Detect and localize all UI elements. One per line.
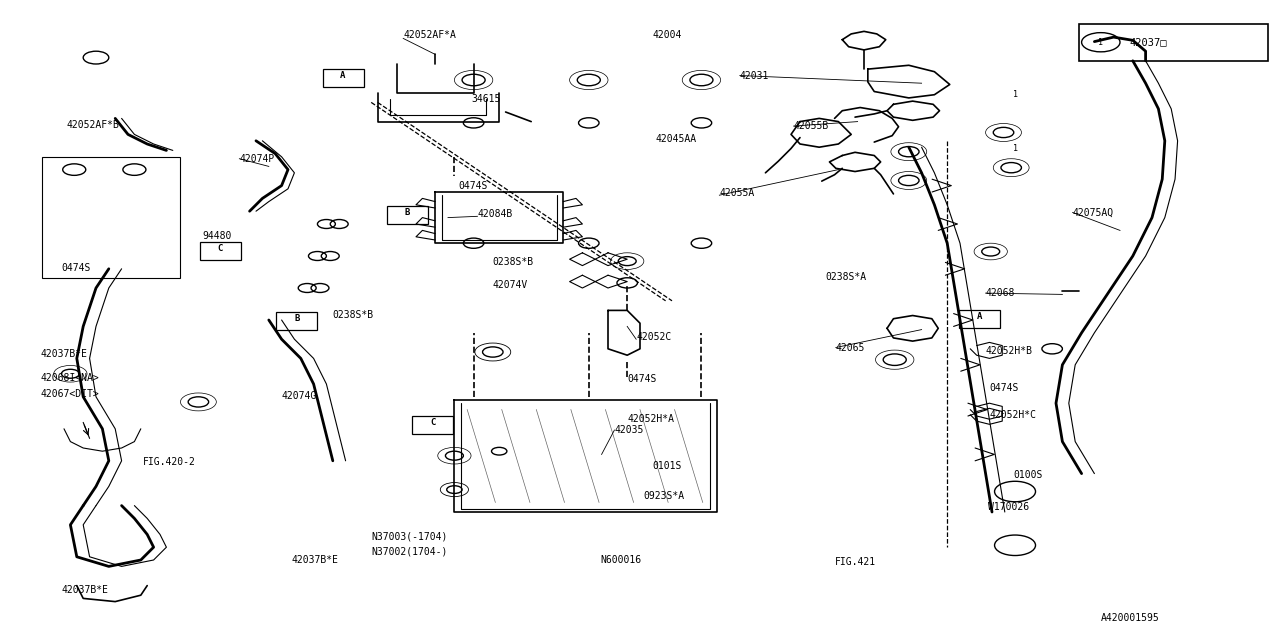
Text: 42052H*B: 42052H*B	[986, 346, 1033, 356]
Text: 0238S*B: 0238S*B	[493, 257, 534, 268]
Text: A: A	[340, 71, 346, 80]
Text: 42004: 42004	[653, 30, 682, 40]
Text: FIG.421: FIG.421	[835, 557, 876, 567]
Text: 94480: 94480	[202, 230, 232, 241]
Text: 0100S: 0100S	[1014, 470, 1043, 480]
Text: 0238S*B: 0238S*B	[333, 310, 374, 320]
Text: 1: 1	[1012, 144, 1018, 153]
Text: 1: 1	[1012, 90, 1018, 99]
Text: 42075AQ: 42075AQ	[1073, 207, 1114, 218]
Text: 42074P: 42074P	[239, 154, 275, 164]
Text: 42067<DIT>: 42067<DIT>	[41, 388, 100, 399]
Bar	[200, 242, 241, 260]
Text: 0923S*A: 0923S*A	[644, 491, 685, 501]
Text: 42068: 42068	[986, 288, 1015, 298]
Text: 42074G: 42074G	[282, 390, 317, 401]
Bar	[1079, 24, 1268, 61]
Text: 42052C: 42052C	[636, 332, 672, 342]
Text: 0474S: 0474S	[61, 262, 91, 273]
Text: N600016: N600016	[600, 555, 641, 565]
Bar	[42, 157, 180, 278]
Text: 42031: 42031	[740, 70, 769, 81]
Text: 0474S: 0474S	[989, 383, 1019, 394]
Text: 42052AF*B: 42052AF*B	[67, 120, 119, 130]
Bar	[959, 310, 1000, 328]
Text: A: A	[977, 312, 982, 321]
Bar	[276, 312, 317, 330]
Text: 34615: 34615	[471, 94, 500, 104]
Text: 42037B*E: 42037B*E	[61, 585, 109, 595]
Bar	[387, 206, 428, 224]
Text: 42052H*A: 42052H*A	[627, 414, 675, 424]
Text: 0101S: 0101S	[653, 461, 682, 471]
Text: 0474S: 0474S	[627, 374, 657, 384]
Text: C: C	[218, 244, 223, 253]
Bar	[323, 69, 364, 87]
Text: 42035: 42035	[614, 425, 644, 435]
Text: N37003(-1704): N37003(-1704)	[371, 531, 448, 541]
Text: 42037□: 42037□	[1129, 37, 1166, 47]
Text: 42055A: 42055A	[719, 188, 755, 198]
Text: W170026: W170026	[988, 502, 1029, 512]
Text: A420001595: A420001595	[1101, 612, 1160, 623]
Text: 42074V: 42074V	[493, 280, 529, 290]
Bar	[412, 416, 453, 434]
Text: 42037B*E: 42037B*E	[41, 349, 88, 359]
Text: 42055B: 42055B	[794, 121, 829, 131]
Text: B: B	[294, 314, 300, 323]
Text: 0238S*A: 0238S*A	[826, 272, 867, 282]
Text: N37002(1704-): N37002(1704-)	[371, 547, 448, 557]
Text: 0474S: 0474S	[458, 180, 488, 191]
Text: 42065: 42065	[836, 342, 865, 353]
Text: 1: 1	[1098, 38, 1103, 47]
Text: 42084B: 42084B	[477, 209, 513, 220]
Text: B: B	[404, 208, 410, 217]
Text: 42068I<NA>: 42068I<NA>	[41, 372, 100, 383]
Text: 42052AF*A: 42052AF*A	[403, 30, 456, 40]
Text: 42037B*E: 42037B*E	[292, 555, 339, 565]
Text: 42045AA: 42045AA	[655, 134, 696, 144]
Text: C: C	[430, 418, 435, 427]
Text: FIG.420-2: FIG.420-2	[143, 457, 196, 467]
Text: 42052H*C: 42052H*C	[989, 410, 1037, 420]
